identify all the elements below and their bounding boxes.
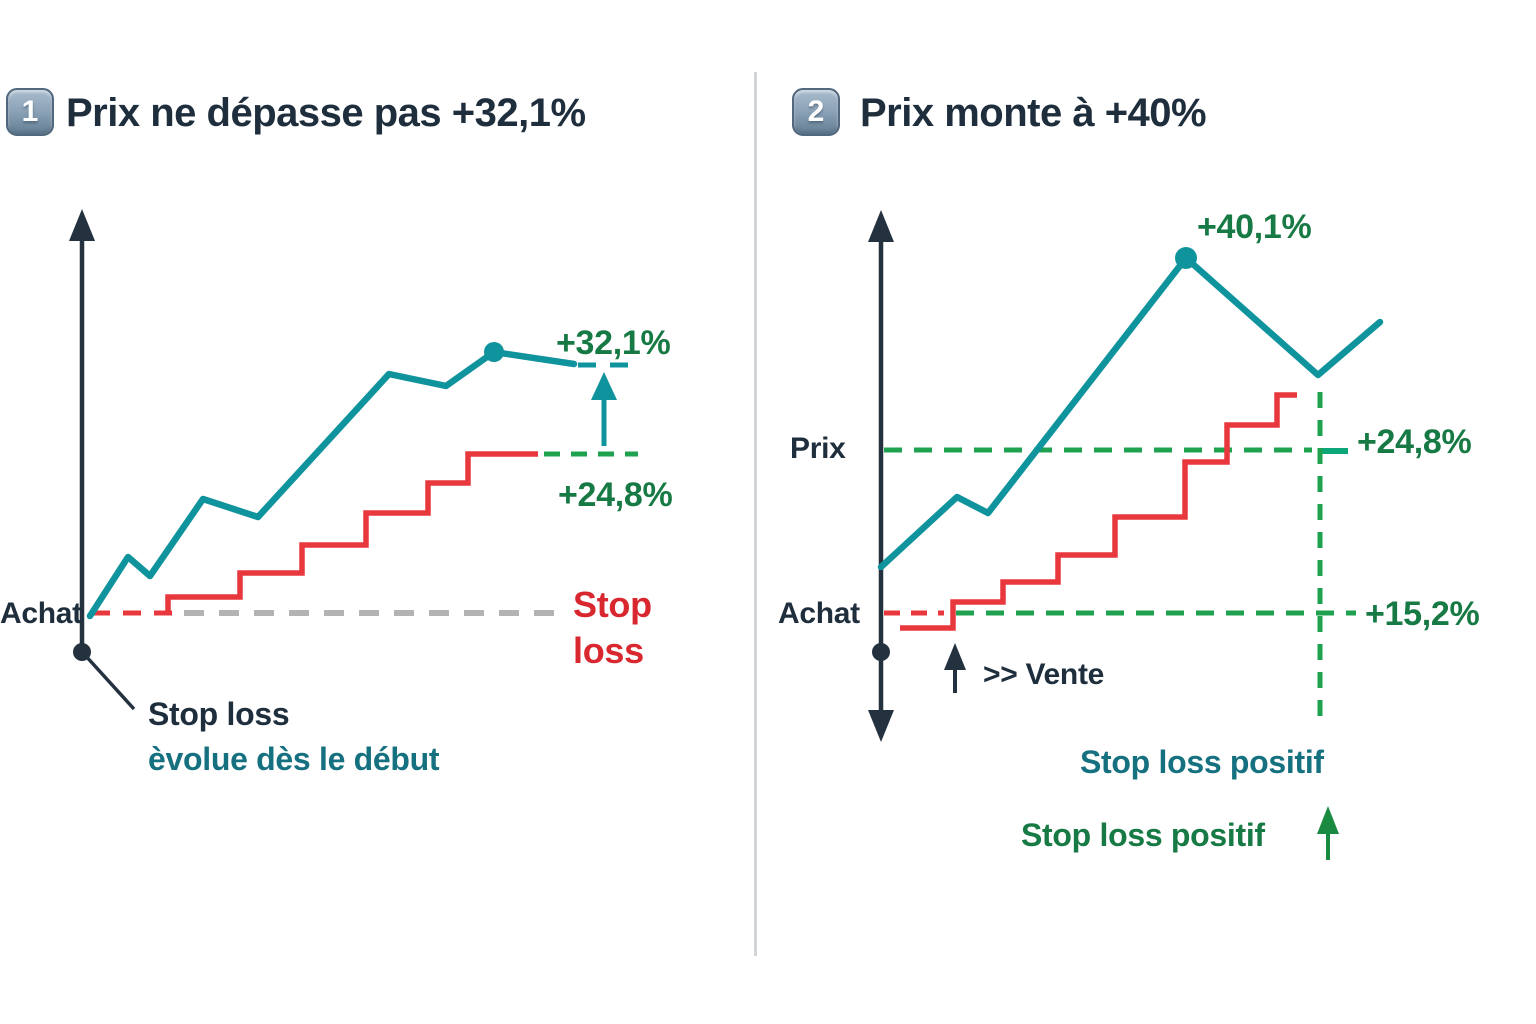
panel1-stop-loss-line2: loss (573, 630, 644, 671)
panel2-stop-loss-positif-teal: Stop loss positif (1080, 744, 1324, 780)
right-axis-origin-dot (872, 643, 890, 661)
panel2-achat-label: Achat (778, 597, 860, 630)
panel1-badge: 1 (6, 88, 54, 136)
panel2-stop-loss-positif-green: Stop loss positif (1021, 817, 1265, 853)
panel2-stop-level-label: +24,8% (1357, 423, 1472, 461)
panel1-achat-label: Achat (0, 597, 82, 630)
panel2-peak-label: +40,1% (1197, 208, 1312, 246)
vente-arrow-up-icon (944, 643, 966, 670)
panel1-annotation: Stop loss èvolue dès le début (148, 692, 440, 782)
left-stop-loss-staircase (165, 451, 538, 613)
panel1-stop-loss-label: Stop loss (573, 582, 652, 674)
left-price-line (86, 348, 578, 620)
panel1-badge-number: 1 (21, 95, 39, 128)
panel2-badge: 2 (792, 88, 840, 136)
panel1-annotation-line1: Stop loss (148, 696, 290, 732)
panel2-prix-label: Prix (790, 432, 846, 465)
right-axis-arrow-up-icon (868, 210, 894, 242)
left-peak-dot (484, 342, 504, 362)
right-stop-loss-staircase (900, 392, 1297, 631)
left-gap-arrow-up-icon (591, 372, 617, 400)
panel-divider (754, 72, 757, 956)
panel1-annotation-line2: èvolue dès le début (148, 741, 440, 777)
panel1-peak-label: +32,1% (556, 324, 671, 362)
panel2-vente-label: >> Vente (983, 658, 1105, 691)
panel1-title: Prix ne dépasse pas +32,1% (66, 91, 586, 135)
left-axis-arrow-up-icon (69, 209, 95, 241)
panel1-stop-level-label: +24,8% (558, 476, 673, 514)
left-annotation-pointer (82, 652, 136, 711)
panel2-badge-number: 2 (807, 95, 825, 128)
right-price-line (877, 254, 1384, 571)
right-axis-arrow-down-icon (868, 710, 894, 742)
panel1-stop-loss-line1: Stop (573, 584, 652, 625)
right-peak-dot (1175, 247, 1197, 269)
panel2-sale-level-label: +15,2% (1365, 595, 1480, 633)
positive-stop-arrow-up-icon (1317, 806, 1339, 834)
panel2-title: Prix monte à +40% (860, 91, 1207, 135)
